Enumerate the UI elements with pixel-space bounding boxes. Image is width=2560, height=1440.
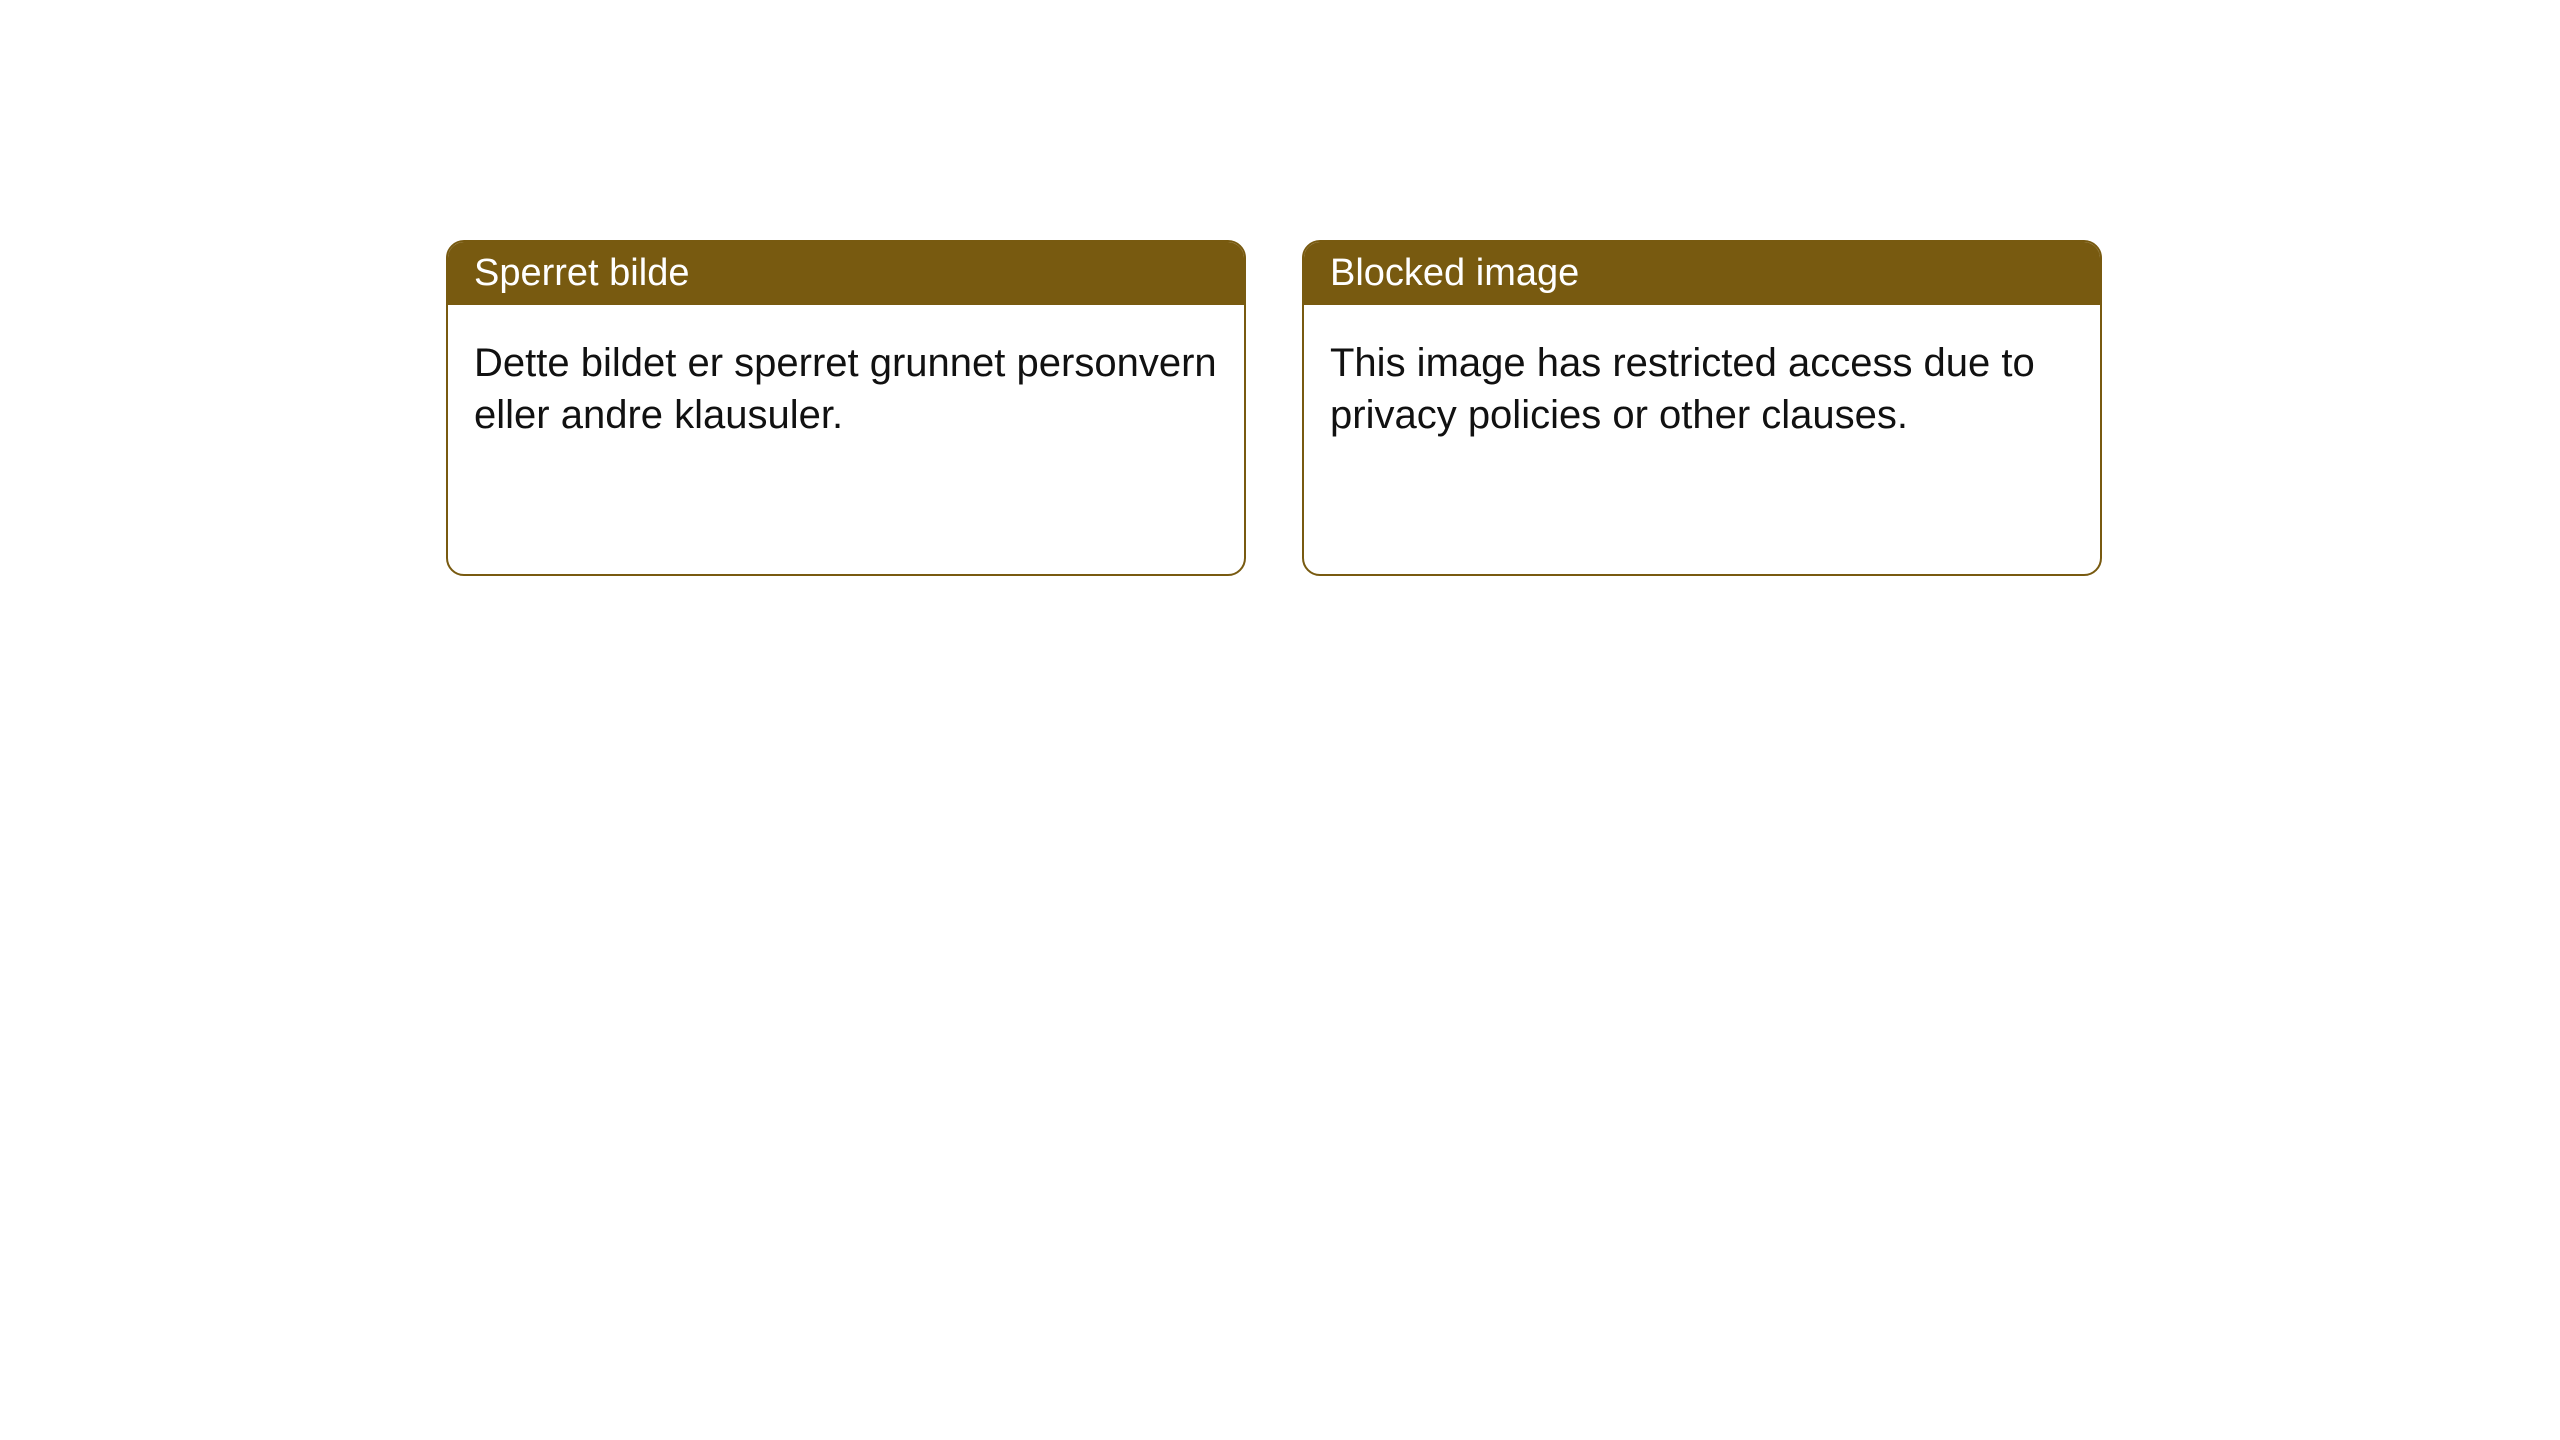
- card-body-text-norwegian: Dette bildet er sperret grunnet personve…: [474, 341, 1217, 437]
- notice-card-norwegian: Sperret bilde Dette bildet er sperret gr…: [446, 240, 1246, 576]
- card-body-text-english: This image has restricted access due to …: [1330, 341, 2035, 437]
- card-header-norwegian: Sperret bilde: [448, 242, 1244, 305]
- card-title-english: Blocked image: [1330, 252, 1579, 294]
- card-header-english: Blocked image: [1304, 242, 2100, 305]
- card-title-norwegian: Sperret bilde: [474, 252, 689, 294]
- card-body-english: This image has restricted access due to …: [1304, 305, 2100, 473]
- notice-cards-container: Sperret bilde Dette bildet er sperret gr…: [446, 240, 2102, 576]
- notice-card-english: Blocked image This image has restricted …: [1302, 240, 2102, 576]
- card-body-norwegian: Dette bildet er sperret grunnet personve…: [448, 305, 1244, 473]
